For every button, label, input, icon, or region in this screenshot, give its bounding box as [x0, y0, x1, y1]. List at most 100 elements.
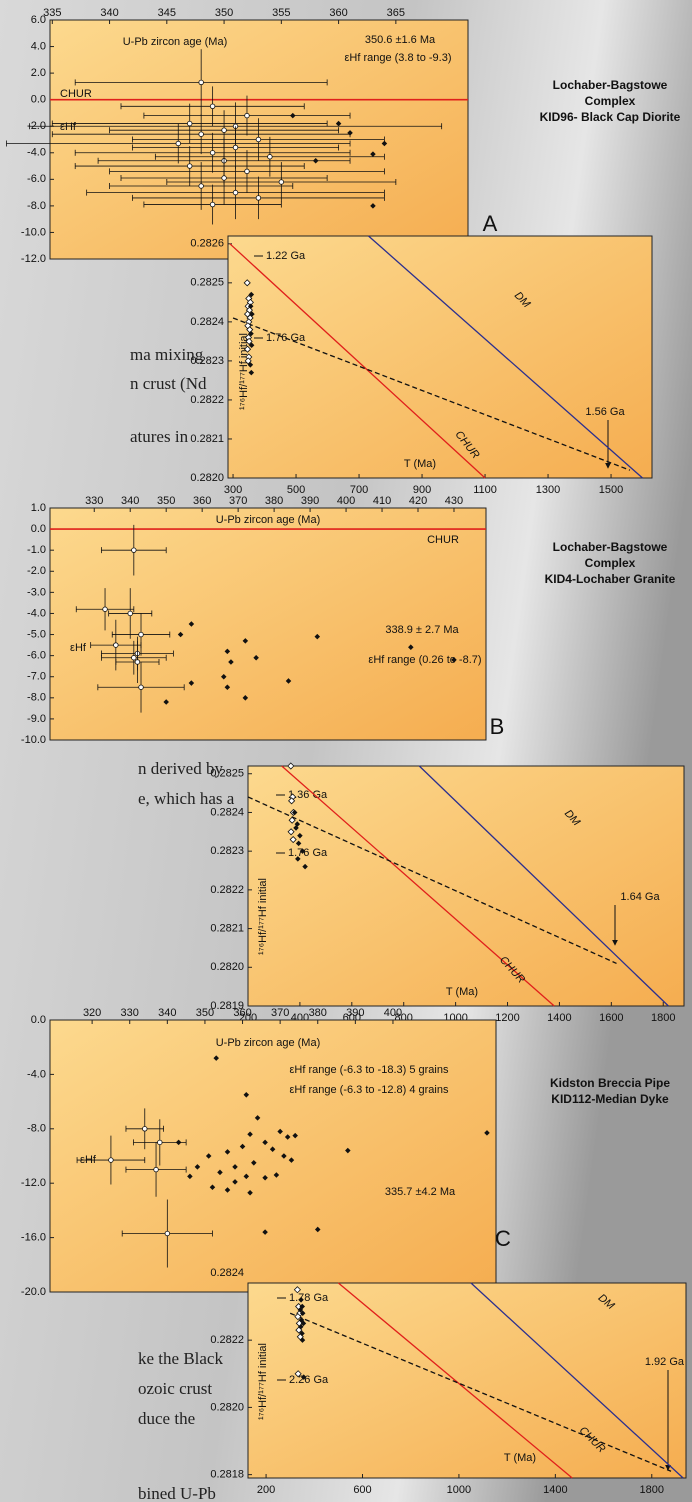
- y-tick-label: -2.0: [27, 565, 46, 577]
- plot-area: [227, 235, 653, 479]
- data-point: [244, 112, 250, 119]
- x-tick-label: 360: [233, 1007, 251, 1019]
- y-tick-label: -16.0: [21, 1232, 46, 1244]
- annotation: 335.7 ±4.2 Ma: [385, 1186, 456, 1198]
- y-tick-label: 0.2820: [210, 961, 244, 973]
- annotation: 2.26 Ga: [289, 1374, 329, 1386]
- data-point: [247, 1189, 253, 1196]
- dashed-line: [289, 1312, 672, 1472]
- x-tick-label: 330: [85, 495, 103, 507]
- y-tick-label: 0.0: [31, 94, 46, 106]
- body-text: ozoic crust: [138, 1379, 212, 1398]
- y-tick-label: 4.0: [31, 40, 46, 52]
- x-tick-label: 390: [301, 495, 319, 507]
- panel-letter: A: [483, 211, 498, 236]
- x-tick-label: 430: [445, 495, 463, 507]
- data-point: [187, 163, 193, 169]
- x-tick-label: 1100: [473, 484, 497, 496]
- reference-line: [368, 235, 643, 479]
- data-point: [138, 684, 144, 690]
- x-tick-label: 335: [43, 7, 61, 19]
- panel-caption: KID112-Median Dyke: [551, 1092, 669, 1106]
- annotation: 1.64 Ga: [620, 891, 660, 903]
- annotation: 1.22 Ga: [266, 250, 306, 262]
- data-point: [131, 655, 137, 661]
- data-point: [255, 136, 262, 143]
- y-tick-label: 0.2821: [190, 433, 224, 445]
- data-point: [288, 816, 296, 824]
- reference-line: [470, 1282, 684, 1479]
- annotation: 1.56 Ga: [585, 406, 625, 418]
- panel-caption: Lochaber-Bagstowe: [553, 78, 668, 92]
- data-point: [244, 357, 252, 365]
- x-axis-label: T (Ma): [404, 458, 436, 470]
- data-point: [484, 1130, 490, 1136]
- data-point: [347, 130, 353, 136]
- y-tick-label: 0.2819: [210, 1000, 244, 1012]
- data-point: [224, 1149, 231, 1155]
- y-tick-label: -12.0: [21, 253, 46, 265]
- y-tick-label: -12.0: [21, 1177, 46, 1189]
- y-tick-label: 0.2822: [210, 884, 244, 896]
- y-tick-label: -6.0: [27, 173, 46, 185]
- x-tick-label: 1600: [599, 1012, 623, 1024]
- data-point: [295, 840, 302, 847]
- x-tick-label: 340: [121, 495, 139, 507]
- data-point: [314, 633, 321, 640]
- dashed-line: [232, 317, 631, 471]
- x-tick-label: 350: [215, 7, 233, 19]
- data-point: [245, 337, 253, 345]
- panel-caption: Lochaber-Bagstowe: [553, 540, 668, 554]
- y-tick-label: 0.2820: [210, 1401, 244, 1413]
- data-point: [300, 1320, 307, 1327]
- body-text: bined U-Pb: [138, 1484, 216, 1502]
- y-tick-label: 0.2818: [210, 1469, 244, 1481]
- panel-letter: C: [495, 1226, 511, 1251]
- y-tick-label: -8.0: [27, 200, 46, 212]
- data-point: [232, 1179, 238, 1185]
- x-tick-label: 345: [158, 7, 176, 19]
- body-text: duce the: [138, 1409, 195, 1428]
- data-point: [221, 127, 227, 133]
- x-tick-label: 400: [384, 1007, 402, 1019]
- y-tick-label: 0.2822: [210, 1334, 244, 1346]
- chur-label: CHUR: [60, 88, 92, 100]
- annotation: 350.6 ±1.6 Ma: [365, 34, 436, 46]
- body-text: n crust (Nd: [130, 374, 207, 393]
- data-point: [312, 157, 319, 164]
- x-tick-label: 420: [409, 495, 427, 507]
- data-point: [269, 1146, 276, 1152]
- y-tick-label: 0.0: [31, 1014, 46, 1026]
- reference-line: [281, 765, 555, 1007]
- y-tick-label: 0.2824: [210, 806, 244, 818]
- x-tick-label: 500: [287, 484, 305, 496]
- data-point: [299, 1337, 306, 1343]
- data-point: [267, 154, 273, 160]
- data-point: [163, 699, 169, 705]
- y-tick-label: 0.2822: [190, 394, 224, 406]
- data-point: [209, 150, 216, 156]
- data-point: [243, 279, 251, 287]
- data-point: [293, 1286, 301, 1294]
- x-tick-label: 600: [353, 1484, 371, 1496]
- y-axis-label: εHf: [60, 121, 77, 133]
- x-tick-label: 400: [337, 495, 355, 507]
- data-point: [194, 1164, 201, 1170]
- data-point: [243, 345, 252, 353]
- y-tick-label: 0.0: [31, 523, 46, 535]
- data-point: [248, 291, 255, 298]
- y-tick-label: -8.0: [27, 1123, 46, 1135]
- y-axis-label: ¹⁷⁶Hf/¹⁷⁷Hf initial: [238, 333, 250, 410]
- y-tick-label: -5.0: [27, 628, 46, 640]
- data-point: [127, 610, 133, 617]
- data-point: [451, 657, 457, 663]
- data-point: [188, 680, 195, 686]
- data-point: [232, 189, 239, 196]
- x-tick-label: 370: [229, 495, 247, 507]
- annotation: εHf range (-6.3 to -12.8) 4 grains: [290, 1084, 449, 1096]
- y-axis-label: ¹⁷⁶Hf/¹⁷⁷Hf initial: [257, 1343, 269, 1420]
- y-tick-label: -4.0: [27, 1068, 46, 1080]
- data-point: [243, 1092, 250, 1098]
- data-point: [157, 1139, 163, 1146]
